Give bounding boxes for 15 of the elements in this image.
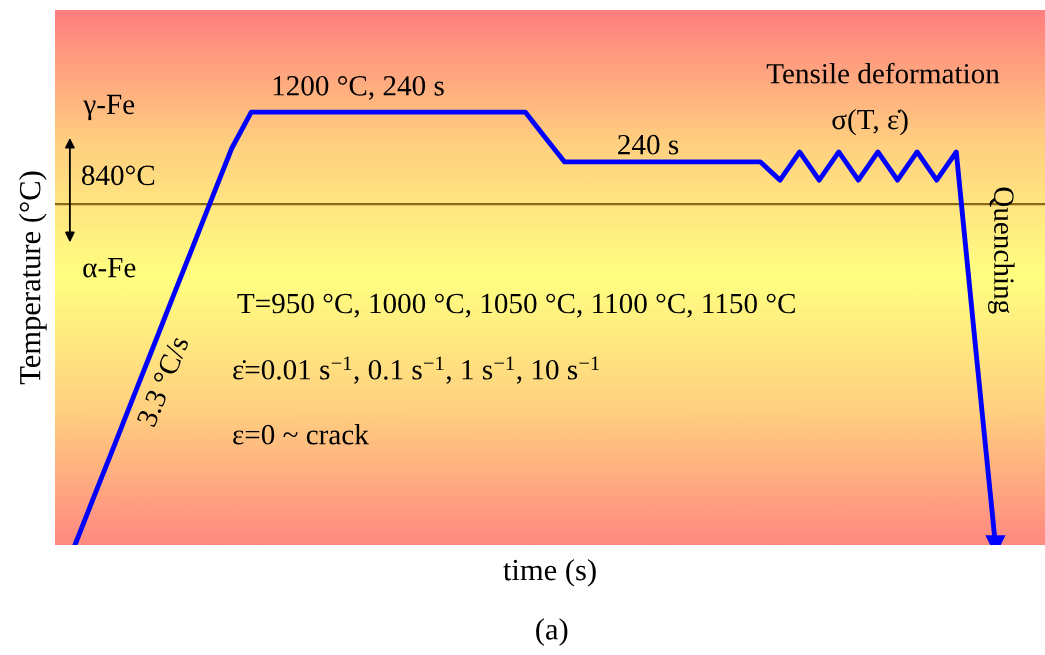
annotation: γ-Fe [83, 94, 135, 121]
annotation: 3.3 °C/s [136, 334, 190, 428]
y-axis-title: Temperature (°C) [18, 171, 47, 385]
text: (a) [536, 618, 568, 646]
annotation: ε̇=0.01 s$^{−1}$, 0.1 s$^{−1}$, 1 s$^{−1}$, 10 s$^{−1}$ [233, 356, 599, 384]
annotation: T=950 °C, 1000 °C, 1050 °C, 1100 °C, 1150 °C [237, 293, 795, 318]
x-axis-title: time (s) [503, 558, 596, 587]
annotation: σ(T, ε̇) [832, 108, 908, 136]
annotation: Quenching [988, 187, 1015, 314]
ref-line-label: 840°C [81, 165, 155, 186]
annotation: α-Fe [83, 258, 136, 278]
text: Tensile deformation [766, 62, 1000, 84]
text: 1200 °C, 240 s [273, 75, 444, 100]
annotation: 240 s [618, 134, 679, 155]
annotation: ε=0 ~ crack [233, 424, 369, 445]
